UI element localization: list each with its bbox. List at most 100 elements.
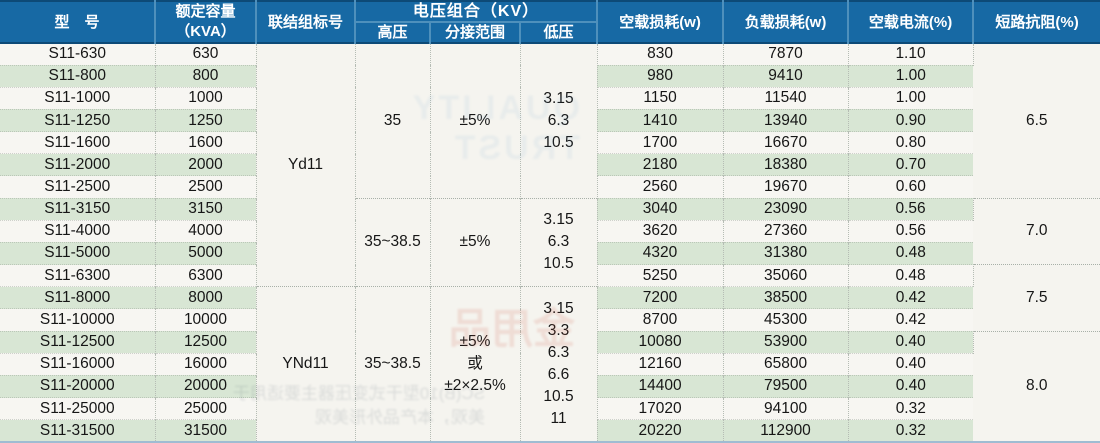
capacity-cell: 2000	[155, 153, 257, 176]
no-load-loss-cell: 3040	[597, 197, 724, 221]
model-cell: S11-12500	[0, 330, 156, 354]
load-loss-cell: 112900	[723, 419, 849, 442]
table-row: S11-1000 1000 1150 11540 1.00	[0, 86, 1100, 110]
load-loss-cell: 27360	[723, 219, 849, 243]
model-cell: S11-4000	[0, 219, 156, 243]
capacity-cell: 20000	[155, 374, 257, 398]
load-loss-cell: 94100	[723, 396, 849, 420]
table-row: S11-1600 1600 1700 16670 0.80	[0, 131, 1100, 154]
model-cell: S11-5000	[0, 241, 156, 265]
model-cell: S11-3150	[0, 197, 156, 221]
header-model: 型 号	[0, 1, 156, 43]
no-load-current-cell: 0.70	[848, 153, 974, 176]
capacity-cell: 12500	[155, 330, 257, 354]
table-row: S11-12500 12500 10080 53900 0.40 8.0	[0, 330, 1100, 442]
table-row: S11-31500 31500 20220 112900 0.32	[0, 419, 1100, 442]
no-load-loss-cell: 10080	[597, 330, 724, 354]
table-row: S11-8000 8000 YNd11 35~38.5 ±5% 或 ±2×2.5% 3.15 3…	[0, 286, 1100, 442]
model-cell: S11-20000	[0, 374, 156, 398]
no-load-loss-cell: 8700	[597, 308, 724, 332]
impedance-cell: 7.5	[973, 264, 1100, 332]
capacity-cell: 5000	[155, 241, 257, 265]
table-row: S11-3150 3150 35~38.5 ±5% 3.15 6.3 10.5 3040 230…	[0, 197, 1100, 287]
model-cell: S11-1000	[0, 86, 156, 110]
capacity-cell: 1250	[155, 108, 257, 132]
no-load-current-cell: 0.32	[848, 419, 974, 442]
no-load-current-cell: 0.56	[848, 219, 974, 243]
load-loss-cell: 65800	[723, 352, 849, 376]
header-lv: 低压	[520, 22, 599, 43]
capacity-cell: 630	[155, 42, 257, 66]
capacity-cell: 10000	[155, 308, 257, 332]
impedance-cell: 6.5	[973, 42, 1100, 199]
no-load-loss-cell: 1410	[597, 108, 724, 132]
impedance-cell: 8.0	[973, 330, 1100, 442]
no-load-current-cell: 1.00	[848, 86, 974, 110]
model-cell: S11-6300	[0, 264, 156, 287]
no-load-current-cell: 0.40	[848, 374, 974, 398]
no-load-current-cell: 0.32	[848, 396, 974, 420]
load-loss-cell: 18380	[723, 153, 849, 176]
lv-cell: 3.15 6.3 10.5	[520, 42, 598, 199]
capacity-cell: 1000	[155, 86, 257, 110]
no-load-loss-cell: 20220	[597, 419, 724, 442]
capacity-cell: 6300	[155, 264, 257, 287]
no-load-loss-cell: 980	[597, 64, 724, 88]
model-cell: S11-8000	[0, 286, 156, 309]
no-load-loss-cell: 830	[597, 42, 724, 66]
table-row: S11-25000 25000 17020 94100 0.32	[0, 396, 1100, 420]
load-loss-cell: 31380	[723, 241, 849, 265]
table-row: S11-2000 2000 2180 18380 0.70	[0, 153, 1100, 176]
table-row: S11-16000 16000 12160 65800 0.40	[0, 352, 1100, 376]
header-impedance: 短路抗阻(%)	[973, 1, 1100, 43]
no-load-current-cell: 0.40	[848, 330, 974, 354]
model-cell: S11-800	[0, 64, 156, 88]
tap-range-cell: ±5%	[430, 197, 521, 287]
table-row: S11-2500 2500 2560 19670 0.60	[0, 175, 1100, 199]
table-row: S11-5000 5000 4320 31380 0.48	[0, 241, 1100, 265]
table-row: S11-10000 10000 8700 45300 0.42	[0, 308, 1100, 332]
load-loss-cell: 7870	[723, 42, 849, 66]
table-row: S11-630 630 Yd11 35 ±5% 3.15 6.3 10.5 830 7870 1.1…	[0, 42, 1100, 287]
model-cell: S11-10000	[0, 308, 156, 332]
header-voltage-combination: 电压组合（KV）	[355, 1, 599, 23]
no-load-current-cell: 0.42	[848, 286, 974, 309]
load-loss-cell: 79500	[723, 374, 849, 398]
model-cell: S11-16000	[0, 352, 156, 376]
no-load-current-cell: 0.48	[848, 264, 974, 287]
capacity-cell: 3150	[155, 197, 257, 221]
no-load-current-cell: 0.48	[848, 241, 974, 265]
no-load-loss-cell: 7200	[597, 286, 724, 309]
table-row: S11-1250 1250 1410 13940 0.90	[0, 108, 1100, 132]
load-loss-cell: 53900	[723, 330, 849, 354]
model-cell: S11-2000	[0, 153, 156, 176]
capacity-cell: 8000	[155, 286, 257, 309]
load-loss-cell: 9410	[723, 64, 849, 88]
table-row: S11-6300 6300 5250 35060 0.48 7.5	[0, 264, 1100, 332]
load-loss-cell: 45300	[723, 308, 849, 332]
capacity-cell: 1600	[155, 131, 257, 154]
no-load-current-cell: 0.80	[848, 131, 974, 154]
capacity-cell: 16000	[155, 352, 257, 376]
tap-range-cell: ±5%	[430, 42, 521, 199]
table-body: S11-630 630 Yd11 35 ±5% 3.15 6.3 10.5 830 7870 1.1…	[0, 42, 1100, 442]
table-row: S11-800 800 980 9410 1.00	[0, 64, 1100, 88]
no-load-loss-cell: 2560	[597, 175, 724, 199]
header-vector-group: 联结组标号	[256, 1, 356, 43]
no-load-loss-cell: 4320	[597, 241, 724, 265]
capacity-cell: 2500	[155, 175, 257, 199]
vector-group-cell: Yd11	[256, 42, 356, 287]
no-load-current-cell: 0.40	[848, 352, 974, 376]
no-load-loss-cell: 3620	[597, 219, 724, 243]
no-load-current-cell: 0.60	[848, 175, 974, 199]
no-load-current-cell: 0.56	[848, 197, 974, 221]
load-loss-cell: 19670	[723, 175, 849, 199]
header-no-load-loss: 空载损耗(w)	[597, 1, 725, 43]
no-load-current-cell: 1.00	[848, 64, 974, 88]
load-loss-cell: 38500	[723, 286, 849, 309]
capacity-cell: 31500	[155, 419, 257, 442]
header-tap-range: 分接范围	[430, 22, 521, 43]
no-load-loss-cell: 14400	[597, 374, 724, 398]
vector-group-cell: YNd11	[256, 286, 356, 442]
